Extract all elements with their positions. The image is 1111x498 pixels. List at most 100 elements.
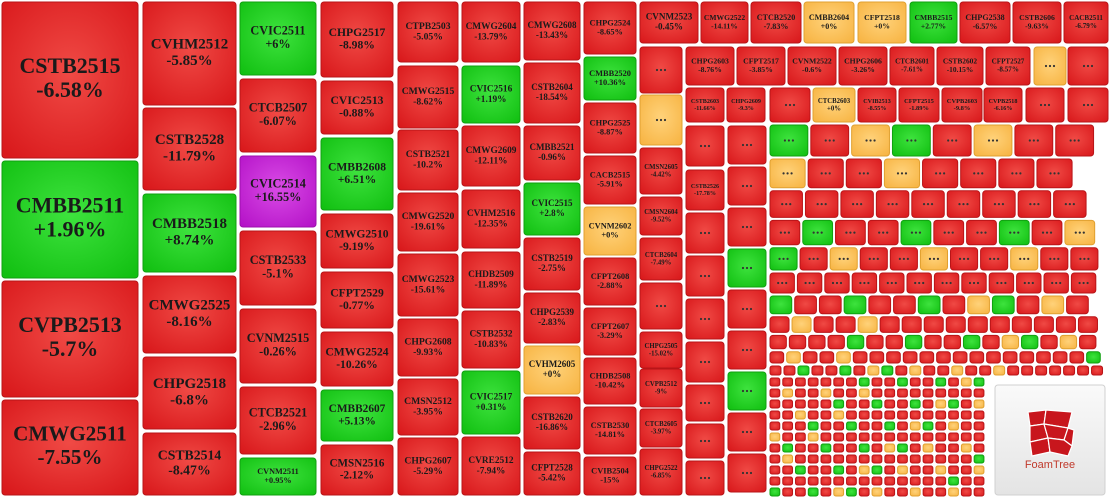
small-cell (897, 487, 908, 497)
ellipsis-dot (820, 203, 823, 206)
cell-value: -13.43% (536, 30, 568, 40)
ellipsis-dot (749, 143, 753, 147)
ellipsis-dot (1055, 281, 1058, 285)
ellipsis-dot (1069, 139, 1072, 142)
cell-label: CHPG2609 (731, 99, 761, 105)
small-cell (807, 388, 819, 398)
ellipsis-dot (846, 257, 849, 260)
cell-value: -2.88% (597, 281, 623, 290)
ellipsis-dot (745, 430, 749, 434)
ellipsis-dot (989, 257, 992, 260)
ellipsis-dot (1049, 172, 1052, 175)
small-cell (897, 465, 908, 475)
cell-label: CHPG2525 (590, 118, 631, 127)
cell-label: CSTB2528 (155, 132, 224, 148)
small-cell (923, 316, 944, 333)
ellipsis-dot (918, 231, 922, 234)
ellipsis-dot (872, 257, 875, 260)
small-cell (1049, 365, 1062, 376)
ellipsis-dot (699, 360, 703, 364)
small-cell (835, 316, 856, 333)
cell-label: CHPG2603 (691, 57, 729, 66)
cell-value: -5.85% (166, 53, 212, 69)
cell-value: +16.55% (255, 190, 302, 204)
cell-label: CSTB2519 (531, 253, 573, 263)
small-cell (1019, 351, 1035, 364)
ellipsis-dot (820, 231, 823, 234)
small-cell (843, 295, 867, 315)
small-cell (871, 421, 883, 431)
small-cell (993, 365, 1006, 376)
small-cell (960, 377, 972, 387)
small-cell (895, 365, 908, 376)
cell-value: -8.47% (168, 463, 210, 478)
small-cell (909, 432, 921, 442)
ellipsis-dot (951, 139, 954, 142)
cell (857, 87, 897, 123)
ellipsis-dot (873, 139, 876, 142)
small-cell (769, 476, 781, 486)
ellipsis-dot (962, 257, 966, 260)
cell (1, 1, 139, 159)
small-cell (935, 388, 947, 398)
ellipsis-dot (906, 257, 909, 260)
small-cell (769, 454, 781, 464)
cell-value: -16.86% (536, 422, 568, 432)
ellipsis-dot (902, 257, 905, 260)
small-cell (935, 410, 947, 420)
cell-label: CVNM2515 (247, 331, 310, 345)
ellipsis-dot (839, 281, 843, 285)
small-cell (1079, 334, 1097, 350)
cell-value: -8.55% (868, 106, 887, 112)
small-cell (901, 316, 922, 333)
small-cell (846, 377, 857, 387)
small-cell (935, 377, 947, 387)
cell-value: -17.78% (694, 191, 716, 197)
cell-label: CHPG2607 (404, 455, 451, 466)
cell (461, 65, 521, 124)
cell (750, 1, 802, 44)
cell-label: CVPB2603 (947, 98, 977, 105)
small-cell (973, 388, 985, 398)
ellipsis-dot (791, 139, 795, 142)
cell-value: -8.87% (597, 128, 623, 137)
small-cell (846, 421, 857, 431)
cell (583, 406, 637, 455)
cell-label: CTPB2503 (405, 21, 450, 32)
cell-value: -9.63% (1025, 22, 1049, 31)
small-cell (965, 365, 978, 376)
ellipsis-dot (1045, 231, 1049, 234)
ellipsis-dot (1047, 103, 1051, 107)
ellipsis-dot (741, 430, 745, 434)
cell (397, 253, 459, 317)
ellipsis-dot (878, 231, 881, 234)
ellipsis-dot (824, 139, 827, 142)
small-cell (897, 454, 908, 464)
ellipsis-dot (926, 203, 930, 206)
ellipsis-dot (783, 139, 787, 142)
cell-value: -8.57% (997, 66, 1019, 74)
small-cell (827, 334, 845, 350)
cell-value: -6.57% (973, 22, 998, 31)
small-cell (769, 388, 781, 398)
ellipsis-dot (930, 203, 934, 206)
ellipsis-dot (1037, 203, 1040, 206)
ellipsis-dot (1041, 231, 1045, 234)
cell-value: -3.95% (413, 407, 443, 418)
small-cell (783, 365, 796, 376)
small-cell (884, 487, 896, 497)
cell (239, 78, 317, 153)
cell-label: CVHM2516 (467, 209, 516, 219)
cell (320, 213, 394, 269)
cell (583, 1, 637, 55)
small-cell (839, 365, 852, 376)
ellipsis-dot (824, 203, 827, 206)
ellipsis-dot (828, 139, 831, 142)
ellipsis-dot (835, 281, 839, 285)
ellipsis-dot (997, 257, 1000, 260)
cell (583, 456, 637, 496)
small-cell (922, 399, 934, 409)
cell-label: CVPB2518 (989, 99, 1018, 105)
ellipsis-dot (1044, 64, 1048, 68)
ellipsis-dot (804, 281, 807, 285)
